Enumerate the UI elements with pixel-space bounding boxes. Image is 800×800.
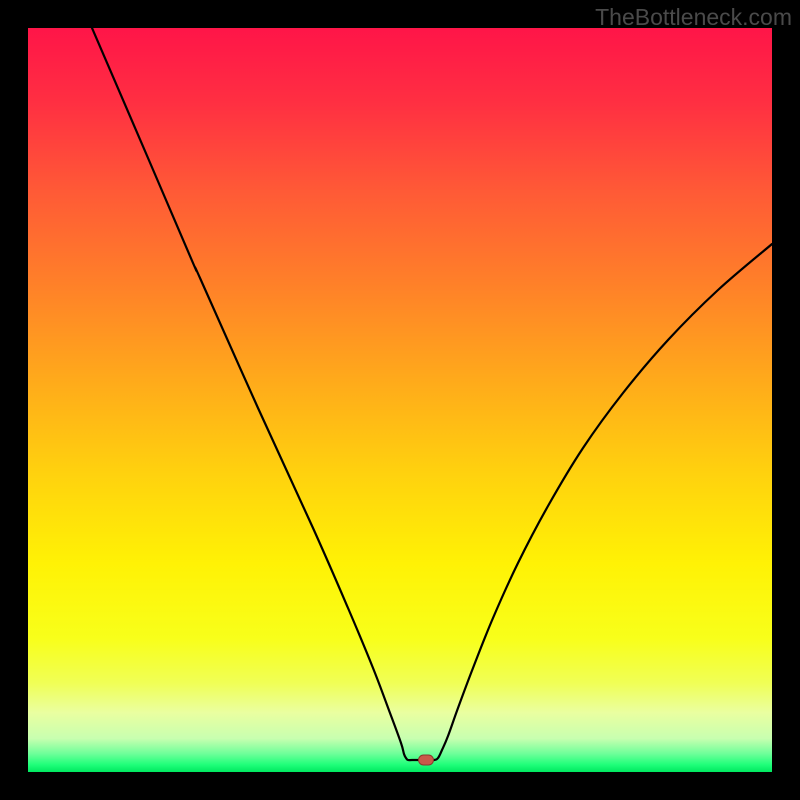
optimum-marker <box>418 755 434 766</box>
watermark-text: TheBottleneck.com <box>595 4 792 31</box>
bottleneck-curve <box>28 28 772 772</box>
plot-area <box>28 28 772 772</box>
